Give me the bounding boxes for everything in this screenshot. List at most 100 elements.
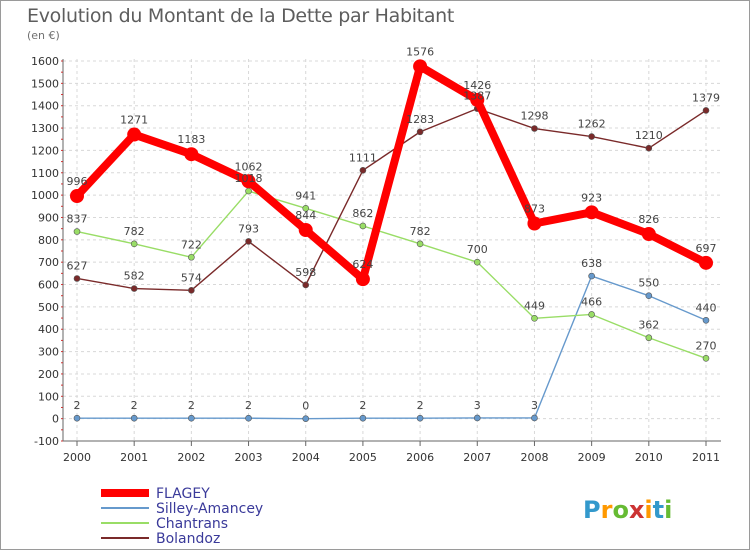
y-tick-label: 900: [38, 211, 59, 224]
data-point: [531, 125, 538, 132]
data-label: 826: [638, 213, 659, 226]
data-point: [473, 414, 481, 422]
x-tick-label: 2006: [406, 451, 434, 464]
y-tick-label: 0: [52, 413, 59, 426]
data-label: 782: [124, 225, 145, 238]
x-tick-label: 2005: [349, 451, 377, 464]
data-point: [645, 292, 653, 300]
series-line-chantrans: [76, 190, 707, 359]
y-tick-label: 1200: [31, 144, 59, 157]
series-line-bolandoz: [76, 107, 707, 292]
legend-label: Silley-Amancey: [156, 501, 263, 517]
y-tick-label: 1600: [31, 55, 59, 68]
data-point: [130, 240, 138, 248]
chart-unit: (en €): [27, 29, 60, 42]
data-point: [73, 228, 81, 235]
data-label: 1262: [578, 118, 606, 131]
data-label: 1210: [635, 129, 663, 142]
y-tick-label: 1100: [31, 167, 59, 180]
data-label: 2: [188, 399, 195, 412]
data-point: [531, 314, 538, 322]
data-label: 2: [245, 399, 252, 412]
y-tick-label: 600: [38, 279, 59, 292]
data-point: [641, 227, 656, 242]
y-tick-label: 800: [38, 234, 59, 247]
x-tick-label: 2003: [235, 451, 263, 464]
data-label: 862: [352, 207, 373, 220]
data-point: [188, 287, 195, 294]
data-label: 2: [359, 399, 366, 412]
data-label: 941: [295, 189, 316, 202]
data-point: [470, 92, 485, 107]
data-point: [188, 253, 195, 261]
data-point: [588, 311, 595, 318]
proxiti-logo: Proxiti: [583, 496, 672, 524]
data-label: 574: [181, 271, 202, 284]
data-label: 362: [638, 319, 659, 332]
data-point: [73, 275, 81, 282]
data-point: [302, 415, 310, 422]
data-point: [416, 240, 424, 248]
data-point: [416, 128, 424, 136]
data-point: [584, 205, 599, 220]
data-point: [241, 174, 256, 189]
data-point: [245, 414, 252, 422]
data-point: [699, 255, 713, 270]
y-tick-label: 500: [38, 301, 59, 314]
y-tick-label: -100: [34, 435, 59, 448]
data-label: 270: [696, 339, 717, 352]
x-tick-label: 2011: [692, 451, 720, 464]
plot-area: [63, 59, 721, 441]
data-point: [702, 107, 710, 114]
data-point: [359, 414, 367, 422]
chart-title: Evolution du Montant de la Dette par Hab…: [27, 5, 455, 27]
data-label: 1387: [463, 90, 491, 103]
data-point: [130, 285, 138, 292]
data-label: 782: [410, 225, 431, 238]
data-point: [527, 216, 542, 231]
y-tick-label: 300: [38, 346, 59, 359]
data-point: [355, 272, 370, 287]
data-point: [416, 414, 424, 422]
data-point: [298, 222, 313, 237]
y-tick-label: 700: [38, 256, 59, 269]
data-label: 2: [131, 399, 138, 412]
data-label: 3: [474, 399, 481, 412]
x-tick-label: 2000: [63, 451, 91, 464]
data-point: [588, 272, 595, 280]
x-tick-label: 2004: [292, 451, 320, 464]
data-label: 1111: [349, 151, 377, 164]
data-label: 1271: [120, 114, 148, 127]
data-label: 1298: [520, 110, 548, 123]
data-label: 440: [696, 301, 717, 314]
data-label: 1062: [235, 160, 263, 173]
data-point: [184, 147, 199, 162]
data-point: [531, 414, 538, 422]
data-point: [73, 414, 81, 422]
y-tick-label: 1400: [31, 100, 59, 113]
data-label: 466: [581, 295, 602, 308]
data-point: [302, 281, 310, 289]
y-tick-label: 200: [38, 368, 59, 381]
data-label: 873: [524, 203, 545, 216]
series-line-silley-amancey: [76, 275, 707, 420]
legend-label: Bolandoz: [156, 531, 220, 547]
data-point: [130, 414, 138, 422]
series-line-flagey: [73, 62, 710, 284]
data-point: [413, 59, 428, 74]
data-label: 0: [302, 400, 309, 413]
x-tick-label: 2008: [520, 451, 548, 464]
x-tick-label: 2007: [463, 451, 491, 464]
legend-label: Chantrans: [156, 516, 228, 532]
data-point: [302, 205, 310, 212]
data-label: 1018: [235, 172, 263, 185]
data-point: [473, 258, 481, 266]
data-label: 449: [524, 299, 545, 312]
data-label: 844: [295, 209, 316, 222]
data-label: 837: [67, 213, 88, 226]
data-point: [359, 222, 367, 230]
data-label: 996: [67, 175, 88, 188]
data-point: [645, 334, 653, 342]
data-point: [359, 167, 367, 174]
data-label: 638: [581, 257, 602, 270]
